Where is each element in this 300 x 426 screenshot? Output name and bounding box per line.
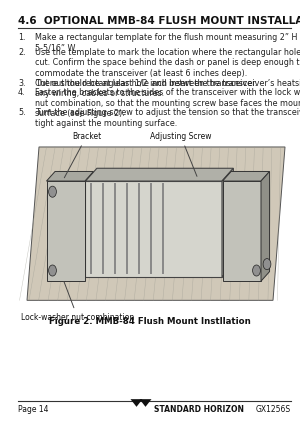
Polygon shape [130,399,142,407]
Text: 4.: 4. [18,88,26,97]
Circle shape [253,265,260,276]
Polygon shape [222,168,233,277]
Text: 3.: 3. [18,79,26,89]
Text: GX1256S: GX1256S [256,405,291,414]
Polygon shape [140,399,152,407]
Polygon shape [261,171,270,281]
Circle shape [49,186,56,197]
Polygon shape [46,181,85,281]
Text: 5.: 5. [18,108,26,118]
Text: Lock-washer nut combination: Lock-washer nut combination [21,282,134,322]
Text: 4.6  OPTIONAL MMB-84 FLUSH MOUNT INSTALLATION: 4.6 OPTIONAL MMB-84 FLUSH MOUNT INSTALLA… [18,16,300,26]
Text: Page 14: Page 14 [18,405,49,414]
Polygon shape [27,147,285,300]
Polygon shape [46,171,94,181]
Text: Make a rectangular template for the flush mount measuring 2” H x
5-5/16” W.: Make a rectangular template for the flus… [35,33,300,53]
Text: Turn the adjusting screw to adjust the tension so that the transceiver is
tight : Turn the adjusting screw to adjust the t… [35,108,300,128]
Text: Figure 2. MMB-84 Flush Mount Instllation: Figure 2. MMB-84 Flush Mount Instllation [49,317,251,326]
Circle shape [263,259,271,270]
Text: STANDARD HORIZON: STANDARD HORIZON [154,405,244,414]
Text: Cut out the rectangular hole and insert the transceiver.: Cut out the rectangular hole and insert … [35,79,258,89]
Polygon shape [85,168,233,181]
Text: Bracket: Bracket [64,132,101,178]
Text: Adjusting Screw: Adjusting Screw [150,132,212,176]
Text: Use the template to mark the location where the rectangular hole is to be
cut. C: Use the template to mark the location wh… [35,48,300,98]
Text: 2.: 2. [18,48,26,57]
Polygon shape [223,181,261,281]
Polygon shape [223,171,270,181]
Circle shape [49,265,56,276]
Text: Fasten the brackets to the sides of the transceiver with the lock washer
nut com: Fasten the brackets to the sides of the … [35,88,300,118]
Text: 1.: 1. [18,33,26,42]
Polygon shape [85,181,222,277]
